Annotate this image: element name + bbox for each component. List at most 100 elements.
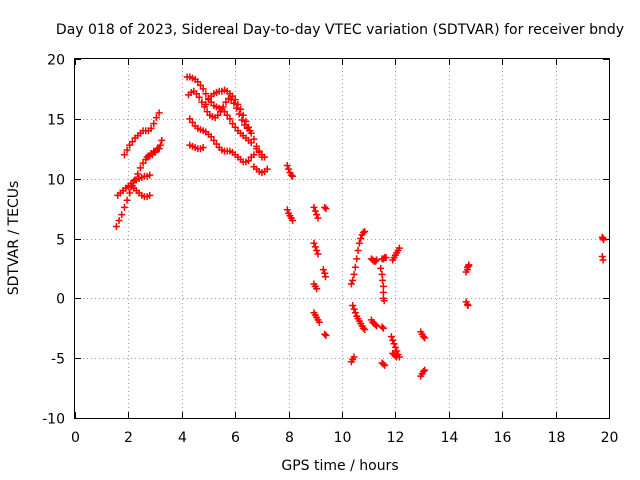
series-arc-ak <box>598 233 608 264</box>
data-point <box>378 323 386 331</box>
series-arc-ad <box>389 244 403 264</box>
series-arc-c <box>119 171 154 195</box>
series-arc-ac <box>378 359 389 369</box>
data-point <box>219 103 227 111</box>
series-arc-x <box>367 255 381 265</box>
data-point <box>377 264 385 272</box>
series-arc-aj <box>462 298 472 310</box>
data-point <box>128 138 136 146</box>
data-point <box>120 203 128 211</box>
data-point <box>381 361 389 369</box>
data-point <box>155 109 163 117</box>
series-arc-k <box>250 145 271 177</box>
series-arc-d <box>120 109 163 159</box>
data-point <box>379 324 387 332</box>
data-point <box>233 104 241 112</box>
y-tick-label: -5 <box>51 352 65 368</box>
x-tick-label: 10 <box>334 430 352 446</box>
x-tick-label: 16 <box>494 430 512 446</box>
series-arc-r <box>310 280 321 293</box>
data-point <box>391 343 399 351</box>
data-point <box>154 145 162 153</box>
data-point <box>263 165 271 173</box>
data-point <box>395 244 403 252</box>
data-point <box>313 246 321 254</box>
data-point <box>152 114 160 122</box>
data-point <box>361 227 369 235</box>
data-point <box>222 98 230 106</box>
data-point <box>379 282 387 290</box>
data-point <box>355 239 363 247</box>
data-point <box>350 270 358 278</box>
series-arc-af <box>389 349 401 361</box>
plot-frame <box>74 58 610 419</box>
y-tick-label: 5 <box>56 233 65 249</box>
data-point <box>118 211 126 219</box>
data-point <box>238 116 246 124</box>
series-arc-f <box>183 73 255 147</box>
data-point <box>321 330 329 338</box>
data-point <box>223 111 231 119</box>
series-arc-y <box>367 316 381 330</box>
data-point <box>599 256 607 264</box>
series-arc-e <box>143 136 166 161</box>
data-point <box>202 90 210 98</box>
data-point <box>226 115 234 123</box>
y-tick-label: 20 <box>47 53 65 69</box>
data-point <box>421 366 429 374</box>
data-point <box>250 135 258 143</box>
data-point <box>321 273 329 281</box>
data-point <box>600 236 608 244</box>
data-point <box>139 159 147 167</box>
x-tick-label: 12 <box>387 430 405 446</box>
data-point <box>287 171 295 179</box>
data-point <box>229 92 237 100</box>
data-point <box>241 121 249 129</box>
series-arc-s <box>310 309 323 326</box>
x-tick-label: 4 <box>178 430 187 446</box>
data-point <box>242 117 250 125</box>
data-point <box>464 302 472 310</box>
data-point <box>387 333 395 341</box>
data-point <box>202 100 210 108</box>
data-point <box>237 105 245 113</box>
y-tick-label: 15 <box>47 113 65 129</box>
data-point <box>261 153 269 161</box>
data-point <box>112 223 120 231</box>
data-point <box>321 269 329 277</box>
y-axis-label: SDTVAR / TECUs <box>6 181 22 296</box>
series-arc-ai <box>462 261 473 276</box>
data-point <box>351 309 359 317</box>
data-point <box>192 90 200 98</box>
series-arc-g <box>184 87 254 135</box>
data-point <box>359 229 367 237</box>
data-point <box>391 352 399 360</box>
data-point <box>319 266 327 274</box>
data-point <box>214 111 222 119</box>
data-point <box>210 136 218 144</box>
data-point <box>283 206 291 214</box>
data-point <box>229 120 237 128</box>
data-point <box>255 147 263 155</box>
data-point <box>361 325 369 333</box>
data-point <box>465 261 473 269</box>
data-point <box>239 111 247 119</box>
series-arc-ag <box>417 328 429 342</box>
data-point <box>311 207 319 215</box>
data-point <box>350 305 358 313</box>
data-point <box>231 123 239 131</box>
data-point <box>379 288 387 296</box>
data-point <box>231 96 239 104</box>
data-point <box>198 98 206 106</box>
series-arc-w <box>347 353 358 366</box>
data-point <box>349 302 357 310</box>
data-points <box>112 73 608 380</box>
data-point <box>126 141 134 149</box>
y-tick-label: -10 <box>42 412 65 428</box>
series-arc-t <box>321 330 330 339</box>
axis-ticks: 0 2 4 6 8 10 12 14 16 18 20 -10 -5 0 5 10 15 20 <box>42 53 618 447</box>
data-point <box>289 217 297 225</box>
data-point <box>347 280 355 288</box>
series-arc-q <box>319 266 329 281</box>
series-arc-i <box>186 141 207 153</box>
